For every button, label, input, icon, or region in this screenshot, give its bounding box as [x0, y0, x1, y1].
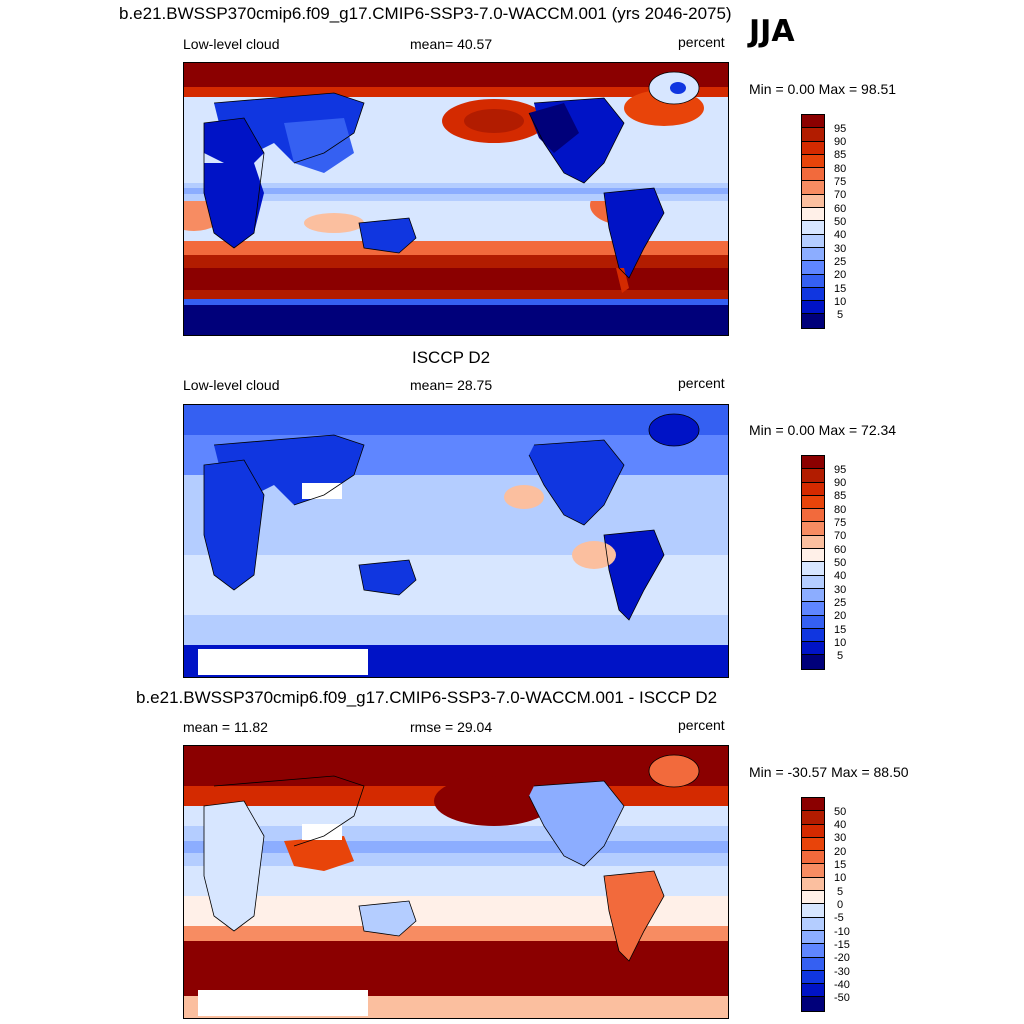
panel2-mean-label: mean= 28.75	[410, 377, 493, 393]
panel3-title: b.e21.BWSSP370cmip6.f09_g17.CMIP6-SSP3-7…	[136, 688, 718, 707]
panel2-cbar-label: 5	[837, 650, 844, 662]
panel3-cbar-label: -5	[834, 912, 844, 924]
panel3-cbar-label: -50	[834, 992, 850, 1004]
panel3-cbar-label: -20	[834, 952, 850, 964]
panel2-cbar-label: 20	[834, 610, 847, 622]
panel1-colorbar	[801, 114, 825, 329]
panel3-map	[183, 745, 729, 1019]
panel3-map-field	[184, 746, 728, 1018]
panel2-minmax-label: Min = 0.00 Max = 72.34	[749, 422, 897, 438]
panel3-cbar-label: -10	[834, 926, 850, 938]
panel1-cbar-label: 90	[834, 136, 847, 148]
panel2-variable-label: Low-level cloud	[183, 377, 280, 393]
panel3-cbar-label: 5	[837, 886, 844, 898]
panel2-cbar-label: 60	[834, 544, 847, 556]
panel2-map-field	[184, 405, 728, 677]
panel1-cbar-label: 85	[834, 149, 847, 161]
panel3-cbar-label: 0	[837, 899, 844, 911]
panel2-cbar-label: 90	[834, 477, 847, 489]
panel2-map	[183, 404, 729, 678]
panel1-cbar-label: 75	[834, 176, 847, 188]
panel1-cbar-label: 20	[834, 269, 847, 281]
panel3-cbar-label: 10	[834, 872, 847, 884]
panel2-cbar-label: 95	[834, 464, 847, 476]
panel3-cbar-label: 20	[834, 846, 847, 858]
panel1-cbar-label: 15	[834, 283, 847, 295]
panel2-cbar-label: 70	[834, 530, 847, 542]
panel2-cbar-label: 10	[834, 637, 847, 649]
panel3-cbar-label: -15	[834, 939, 850, 951]
panel1-title: b.e21.BWSSP370cmip6.f09_g17.CMIP6-SSP3-7…	[119, 4, 732, 23]
panel1-cbar-label: 50	[834, 216, 847, 228]
panel2-cbar-label: 25	[834, 597, 847, 609]
panel1-cbar-label: 80	[834, 163, 847, 175]
panel2-colorbar	[801, 455, 825, 670]
panel3-colorbar	[801, 797, 825, 1012]
panel2-cbar-label: 40	[834, 570, 847, 582]
panel3-rmse-label: rmse = 29.04	[410, 719, 493, 735]
panel1-cbar-label: 10	[834, 296, 847, 308]
panel1-units-label: percent	[678, 34, 725, 50]
panel1-cbar-label: 30	[834, 243, 847, 255]
panel2-cbar-label: 75	[834, 517, 847, 529]
panel2-cbar-label: 50	[834, 557, 847, 569]
panel3-cbar-label: -40	[834, 979, 850, 991]
panel1-cbar-label: 70	[834, 189, 847, 201]
panel2-cbar-label: 30	[834, 584, 847, 596]
panel3-units-label: percent	[678, 717, 725, 733]
panel3-cbar-label: -30	[834, 966, 850, 978]
panel2-units-label: percent	[678, 375, 725, 391]
panel1-cbar-label: 25	[834, 256, 847, 268]
panel3-cbar-label: 30	[834, 832, 847, 844]
panel3-cbar-label: 15	[834, 859, 847, 871]
panel2-cbar-label: 80	[834, 504, 847, 516]
panel1-cbar-label: 60	[834, 203, 847, 215]
panel1-cbar-label: 5	[837, 309, 844, 321]
panel1-minmax-label: Min = 0.00 Max = 98.51	[749, 81, 897, 97]
panel3-minmax-label: Min = -30.57 Max = 88.50	[749, 764, 909, 780]
panel2-cbar-label: 15	[834, 624, 847, 636]
panel1-cbar-label: 95	[834, 123, 847, 135]
panel1-map	[183, 62, 729, 336]
panel1-variable-label: Low-level cloud	[183, 36, 280, 52]
panel2-cbar-label: 85	[834, 490, 847, 502]
panel1-mean-label: mean= 40.57	[410, 36, 493, 52]
panel3-cbar-label: 50	[834, 806, 847, 818]
panel3-mean-label: mean = 11.82	[183, 719, 268, 735]
season-label: JJA	[749, 14, 795, 49]
panel1-map-field	[184, 63, 728, 335]
panel3-cbar-label: 40	[834, 819, 847, 831]
panel2-title: ISCCP D2	[412, 348, 491, 367]
panel1-cbar-label: 40	[834, 229, 847, 241]
